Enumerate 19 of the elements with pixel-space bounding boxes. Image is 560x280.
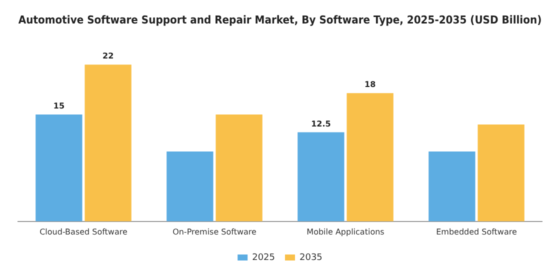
bar <box>428 152 476 222</box>
bar <box>36 114 82 222</box>
data-label: 22 <box>102 52 114 61</box>
bar <box>298 132 344 222</box>
x-tick-label: On-Premise Software <box>172 227 257 236</box>
bar <box>216 114 262 222</box>
bar <box>84 64 132 222</box>
chart-title: Automotive Software Support and Repair Market, By Software Type, 2025-2035 (USD Billion) <box>18 14 542 27</box>
x-tick-label: Cloud-Based Software <box>40 227 128 236</box>
bar <box>346 93 394 222</box>
data-label: 12.5 <box>311 119 332 128</box>
bar <box>478 124 524 222</box>
x-tick-label: Mobile Applications <box>306 227 384 236</box>
data-label: 18 <box>364 80 376 90</box>
legend-label: 2035 <box>300 252 322 263</box>
x-tick-label: Embedded Software <box>436 227 517 236</box>
legend-label: 2025 <box>252 252 275 263</box>
data-label: 15 <box>53 102 65 111</box>
bar <box>166 152 214 222</box>
